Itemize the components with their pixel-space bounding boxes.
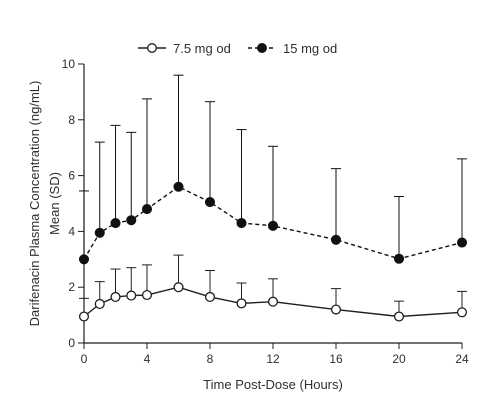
data-point-7-5-mg	[456, 307, 468, 318]
y-tick-label: 8	[68, 113, 75, 127]
legend-marker-7-5-mg	[147, 43, 157, 53]
y-tick-label: 10	[62, 57, 76, 71]
series-line-15-mg	[83, 185, 463, 260]
error-bars-layer	[79, 74, 467, 317]
chart-legend: 7.5 mg od 15 mg od	[138, 41, 337, 56]
y-tick-label: 2	[68, 280, 75, 294]
y-axis-title-line-2: Mean (SD)	[47, 172, 62, 235]
y-tick-label: 0	[68, 336, 75, 350]
legend-label-15-mg: 15 mg od	[283, 41, 337, 56]
legend-label-7-5-mg: 7.5 mg od	[173, 41, 231, 56]
legend-marker-15-mg	[257, 43, 267, 53]
data-point-7-5-mg	[236, 298, 247, 309]
data-point-7-5-mg	[173, 282, 184, 293]
x-tick-label: 24	[455, 352, 469, 366]
data-point-7-5-mg	[110, 291, 121, 303]
y-tick-label: 6	[68, 169, 75, 183]
data-points-layer	[78, 181, 468, 322]
data-point-15-mg	[330, 234, 342, 245]
x-tick-label: 20	[392, 352, 406, 366]
data-point-15-mg	[94, 227, 105, 238]
x-tick-label: 4	[144, 352, 151, 366]
data-point-15-mg	[393, 253, 405, 264]
x-axis-title: Time Post-Dose (Hours)	[203, 377, 343, 392]
x-tick-label: 12	[266, 352, 280, 366]
data-point-15-mg	[110, 217, 121, 229]
data-point-15-mg	[456, 237, 468, 248]
data-point-7-5-mg	[267, 296, 279, 307]
y-tick-label: 4	[68, 224, 75, 238]
data-point-15-mg	[173, 181, 184, 192]
y-axis-title-line-1: Darifenacin Plasma Concentration (ng/mL)	[27, 81, 42, 327]
data-point-7-5-mg	[204, 291, 216, 303]
data-point-15-mg	[78, 254, 90, 265]
chart-axes	[78, 63, 463, 349]
data-point-15-mg	[126, 215, 137, 226]
x-tick-label: 16	[329, 352, 343, 366]
data-point-7-5-mg	[126, 290, 137, 301]
data-point-7-5-mg	[330, 304, 342, 315]
data-point-7-5-mg	[78, 311, 90, 322]
x-tick-label: 0	[81, 352, 88, 366]
x-tick-label: 8	[207, 352, 214, 366]
data-point-7-5-mg	[393, 311, 405, 322]
data-point-15-mg	[141, 204, 153, 215]
data-point-15-mg	[204, 197, 216, 208]
data-point-15-mg	[236, 217, 247, 229]
data-point-7-5-mg	[141, 289, 153, 301]
data-point-15-mg	[267, 220, 279, 231]
data-point-7-5-mg	[94, 298, 105, 309]
